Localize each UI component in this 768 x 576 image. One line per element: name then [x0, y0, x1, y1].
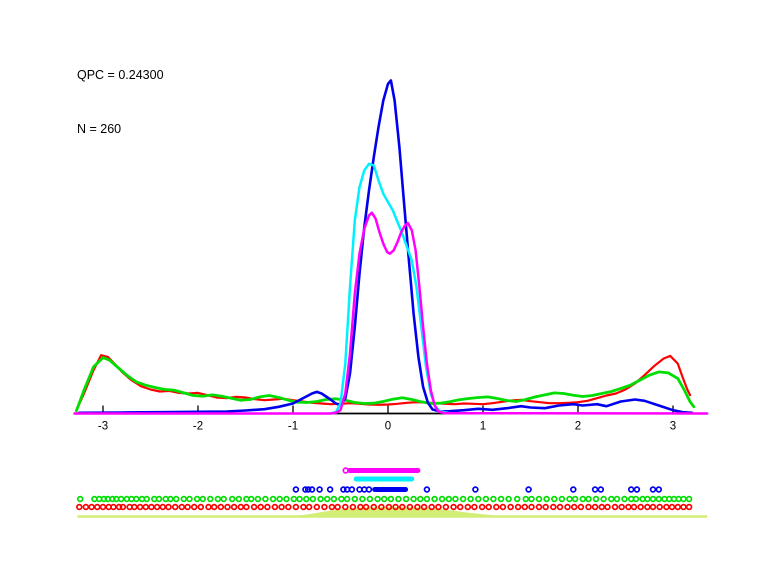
- curve-green-kde: [75, 356, 696, 413]
- qpc-label: QPC = 0.24300: [77, 68, 164, 82]
- rug-row-green-samples: [76, 495, 693, 503]
- curve-cyan-kde: [329, 162, 452, 415]
- rug-row-red-samples: [76, 503, 693, 511]
- rug-row-blue-samples: [292, 486, 663, 493]
- x-tick-label: -3: [98, 421, 108, 433]
- n-label: N = 260: [77, 122, 122, 136]
- x-axis: -3 -2 -1 0 1 2 3: [77, 405, 708, 433]
- class-density-fill: [77, 507, 708, 518]
- curve-magenta-kde: [73, 211, 709, 415]
- rug-row-magenta-samples: [342, 467, 421, 474]
- x-tick-label: -2: [193, 421, 203, 433]
- x-tick-label: -1: [288, 421, 298, 433]
- x-tick-label: 1: [480, 421, 486, 433]
- curve-blue-kde: [78, 79, 694, 415]
- x-tick-label: 3: [670, 421, 676, 433]
- x-tick-label: 0: [385, 421, 391, 433]
- annotation-block: QPC = 0.24300 N = 260: [77, 30, 164, 174]
- x-tick-label: 2: [575, 421, 581, 433]
- curve-red-kde: [75, 354, 692, 412]
